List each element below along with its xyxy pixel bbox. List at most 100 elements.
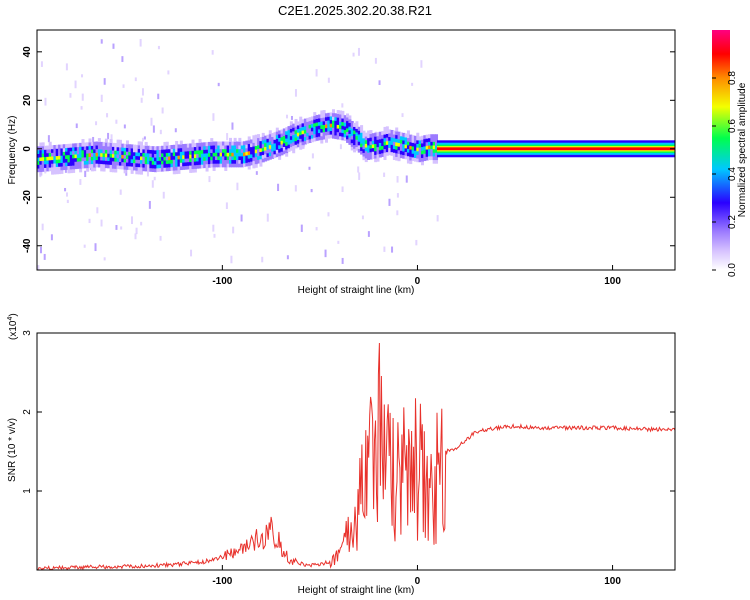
heatmap-cell <box>346 131 350 136</box>
heatmap-cell <box>250 143 254 148</box>
heatmap-cell <box>399 139 403 144</box>
heatmap-cell <box>65 165 69 170</box>
heatmap-cell <box>79 153 83 158</box>
heatmap-cell <box>170 163 174 168</box>
heatmap-cell <box>294 185 297 192</box>
heatmap-cell <box>74 150 78 155</box>
heatmap-cell <box>119 189 122 195</box>
heatmap-cell <box>409 134 413 139</box>
heatmap-cell <box>175 151 179 156</box>
heatmap-cell <box>280 144 284 149</box>
heatmap-cell <box>81 139 85 144</box>
x-tick-label: 0 <box>415 576 421 587</box>
heatmap-cell <box>123 169 127 174</box>
heatmap-cell <box>277 183 280 192</box>
heatmap-cell <box>140 141 144 146</box>
heatmap-cell <box>264 135 268 140</box>
heatmap-cell <box>93 159 97 164</box>
heatmap-cell <box>317 118 321 123</box>
heatmap-cell <box>334 135 338 140</box>
heatmap-cell <box>196 161 200 166</box>
heatmap-cell <box>62 151 66 156</box>
heatmap-cell <box>327 127 331 132</box>
heatmap-cell <box>376 139 380 144</box>
heatmap-cell <box>308 120 312 125</box>
heatmap-cell <box>236 141 240 146</box>
heatmap-cell <box>430 137 434 142</box>
heatmap-cell <box>224 145 228 150</box>
heatmap-cell <box>214 152 218 157</box>
heatmap-cell <box>224 166 228 171</box>
x-tick-label: 0 <box>415 276 421 287</box>
heatmap-cell <box>425 149 429 154</box>
heatmap-cell <box>200 153 204 158</box>
heatmap-cell <box>102 160 106 165</box>
heatmap-cell <box>51 159 55 164</box>
heatmap-cell <box>399 135 403 140</box>
heatmap-cell <box>362 152 366 157</box>
heatmap-cell <box>207 156 211 161</box>
heatmap-cell <box>346 135 350 140</box>
heatmap-cell <box>214 141 218 146</box>
snr-y-ticks: 1 2 3 <box>22 330 675 494</box>
heatmap-cell <box>128 166 132 171</box>
heatmap-cell <box>97 156 101 161</box>
heatmap-cell <box>390 129 394 134</box>
heatmap-cell <box>315 133 319 138</box>
heatmap-cell <box>273 139 277 144</box>
heatmap-cell <box>385 133 389 138</box>
heatmap-cell <box>396 210 399 216</box>
heatmap-cell <box>207 149 211 154</box>
heatmap-cell <box>383 137 387 142</box>
heatmap-cell <box>167 70 170 75</box>
heatmap-cell <box>213 233 216 238</box>
heatmap-cell <box>140 167 144 172</box>
heatmap-cell <box>411 138 415 143</box>
heatmap-cell <box>357 47 360 56</box>
heatmap-cell <box>147 145 151 150</box>
heatmap-cell <box>48 163 52 168</box>
heatmap-cell <box>121 161 125 166</box>
heatmap-cell <box>51 167 55 172</box>
heatmap-cell <box>104 149 108 154</box>
heatmap-cell <box>285 127 289 132</box>
heatmap-cell <box>118 165 122 170</box>
heatmap-cell <box>430 134 434 139</box>
heatmap-cell <box>301 133 305 138</box>
heatmap-cell <box>327 77 330 83</box>
heatmap-cell <box>402 147 406 152</box>
heatmap-cell <box>266 145 270 150</box>
heatmap-cell <box>392 152 396 157</box>
heatmap-cell <box>106 113 109 118</box>
heatmap-cell <box>53 152 57 157</box>
heatmap-cell <box>411 146 415 151</box>
heatmap-cell <box>395 131 399 136</box>
heatmap-cell <box>357 137 361 142</box>
heatmap-cell <box>224 148 228 153</box>
heatmap-cell <box>231 145 235 150</box>
heatmap-cell <box>313 133 317 138</box>
heatmap-cell <box>357 148 361 153</box>
heatmap-cell <box>374 132 378 137</box>
heatmap-cell <box>128 155 132 160</box>
heatmap-cell <box>128 147 132 152</box>
heatmap-cell <box>332 109 336 114</box>
heatmap-cell <box>332 112 336 117</box>
heatmap-cell <box>196 142 200 147</box>
heatmap-cell <box>364 139 368 144</box>
heatmap-cell <box>385 126 389 131</box>
heatmap-cell <box>208 176 211 183</box>
heatmap-cell <box>383 148 387 153</box>
heatmap-cell <box>355 124 359 129</box>
heatmap-cell <box>432 141 436 146</box>
heatmap-cell <box>137 159 141 164</box>
heatmap-cell <box>374 143 378 148</box>
heatmap-cell <box>268 130 272 135</box>
heatmap-cell <box>205 163 209 168</box>
heatmap-cell <box>320 121 324 126</box>
x-tick-label: -100 <box>212 576 232 587</box>
snr-x-axis-label: Height of straight line (km) <box>298 585 415 596</box>
heatmap-cell <box>130 162 134 167</box>
heatmap-cell <box>168 148 172 153</box>
heatmap-cell <box>271 151 275 156</box>
